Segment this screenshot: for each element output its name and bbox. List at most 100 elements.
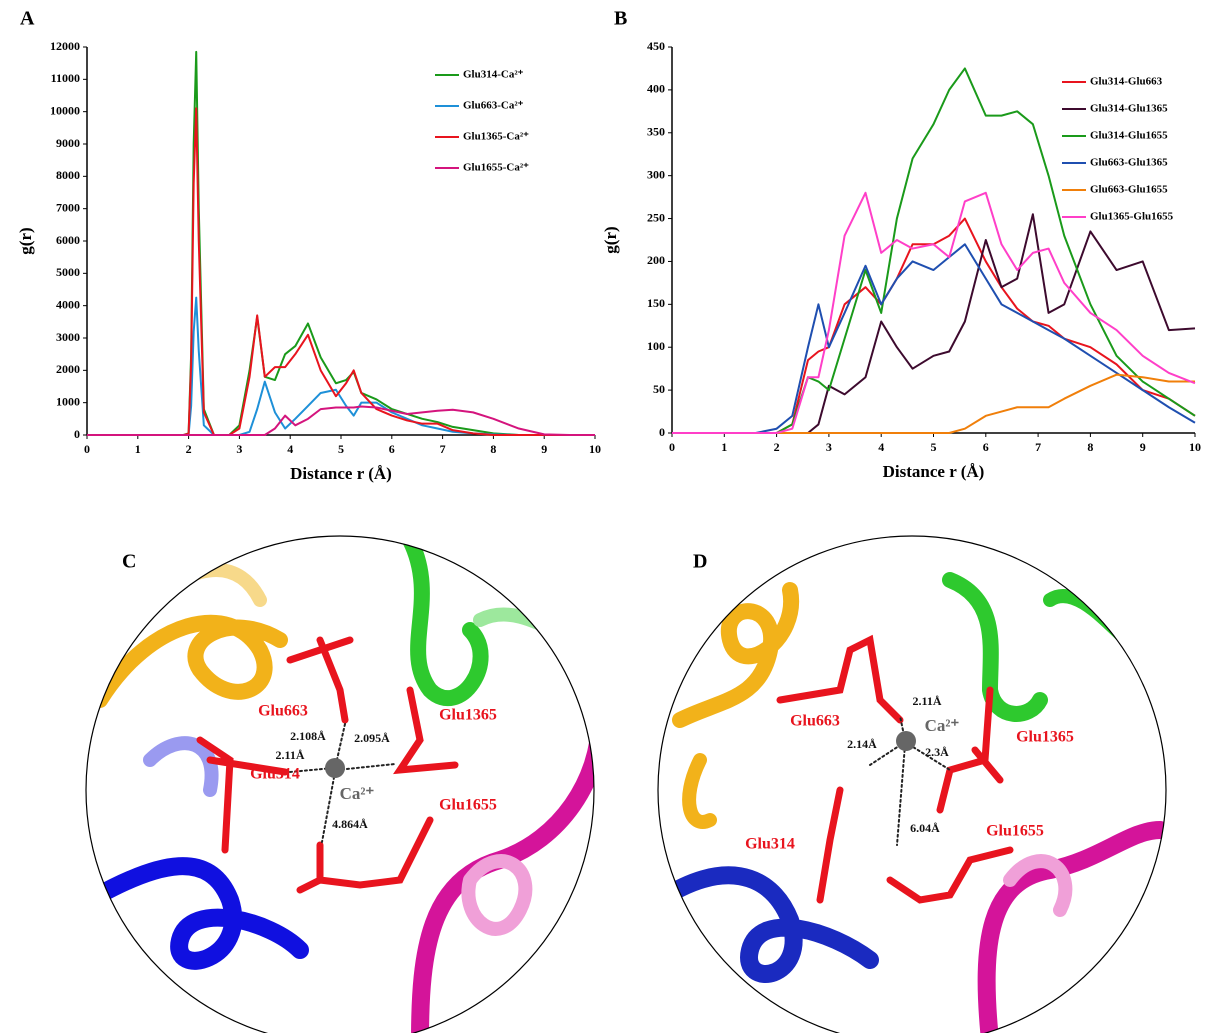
series-line: [672, 243, 1196, 434]
x-tick-label: 6: [983, 440, 989, 454]
x-tick-label: 0: [669, 440, 675, 454]
y-tick-label: 250: [647, 210, 665, 224]
panel-label: A: [20, 8, 35, 30]
residue-label: Glu314: [250, 766, 300, 783]
y-tick-label: 200: [647, 253, 665, 267]
ion-label: Ca²⁺: [340, 784, 375, 803]
residue-label: Glu1365: [1016, 729, 1074, 746]
legend-label: Glu314-Glu1365: [1090, 103, 1168, 115]
y-tick-label: 4000: [56, 297, 80, 311]
residue-label: Glu1655: [439, 797, 497, 814]
y-tick-label: 0: [659, 425, 665, 439]
panel-d: D Glu663 Glu1365 Glu314 Glu1655 2.11Å 2.…: [657, 535, 1167, 1033]
distance-label: 2.11Å: [912, 694, 941, 708]
x-tick-label: 4: [287, 442, 293, 456]
y-tick-label: 10000: [50, 103, 80, 117]
frame: [85, 535, 595, 1033]
x-tick-label: 7: [440, 442, 446, 456]
ion-label: Ca²⁺: [925, 716, 960, 735]
legend-label: Glu314-Ca²⁺: [463, 69, 524, 81]
residue-label: Glu663: [258, 703, 308, 720]
series-line: [672, 373, 1195, 434]
x-tick-label: 3: [826, 440, 832, 454]
x-tick-label: 1: [135, 442, 141, 456]
x-tick-label: 8: [1087, 440, 1093, 454]
series-line: [87, 405, 595, 436]
residue-label: Glu1365: [439, 707, 497, 724]
legend-label: Glu1365-Glu1655: [1090, 211, 1174, 223]
y-tick-label: 11000: [51, 71, 80, 85]
series-line: [87, 50, 595, 436]
x-tick-label: 0: [84, 442, 90, 456]
frame: [657, 535, 1167, 1033]
structure: [658, 572, 1166, 1033]
y-tick-label: 7000: [56, 200, 80, 214]
y-tick-label: 400: [647, 82, 665, 96]
ion-sphere: [896, 731, 916, 751]
y-axis-label: g(r): [16, 227, 35, 254]
distance-label: 2.108Å: [290, 729, 326, 743]
x-tick-label: 8: [490, 442, 496, 456]
distance-label: 2.11Å: [275, 748, 304, 762]
series-line: [87, 107, 595, 436]
x-tick-label: 2: [186, 442, 192, 456]
y-tick-label: 1000: [56, 394, 80, 408]
x-tick-label: 5: [931, 440, 937, 454]
legend-label: Glu314-Glu663: [1090, 76, 1163, 88]
x-tick-label: 2: [774, 440, 780, 454]
distance-label: 2.3Å: [925, 745, 949, 759]
panel-c: C Glu663 Glu1365 Glu314 Glu1655 2.108Å 2…: [85, 535, 595, 1033]
x-tick-label: 4: [878, 440, 884, 454]
distance-label: 2.14Å: [847, 737, 877, 751]
legend-label: Glu1365-Ca²⁺: [463, 131, 529, 143]
residue-label: Glu314: [745, 836, 795, 853]
y-tick-label: 350: [647, 125, 665, 139]
x-axis-label: Distance r (Å): [883, 462, 985, 481]
chart: A010002000300040005000600070008000900010…: [16, 8, 601, 483]
panel-label: B: [614, 8, 627, 30]
y-tick-label: 0: [74, 427, 80, 441]
series-line: [672, 213, 1196, 434]
panel-label: D: [693, 551, 707, 573]
x-tick-label: 9: [1140, 440, 1146, 454]
series-line: [672, 191, 1196, 434]
x-tick-label: 6: [389, 442, 395, 456]
series-line: [672, 67, 1196, 434]
chart: B 0 50 100 150 200 250 300 350 400 450 0 1 2 3 4 5 6 7 8 9 10…: [601, 8, 1201, 481]
legend-label: Glu663-Ca²⁺: [463, 100, 524, 112]
y-tick-label: 100: [647, 339, 665, 353]
x-tick-label: 5: [338, 442, 344, 456]
distance-label: 6.04Å: [910, 821, 940, 835]
residue-label: Glu663: [790, 713, 840, 730]
x-tick-label: 1: [721, 440, 727, 454]
distance-label: 4.864Å: [332, 817, 368, 831]
y-tick-label: 300: [647, 167, 665, 181]
legend-label: Glu663-Glu1365: [1090, 157, 1168, 169]
x-tick-label: 10: [1189, 440, 1201, 454]
ion-sphere: [325, 758, 345, 778]
y-tick-label: 2000: [56, 362, 80, 376]
legend-label: Glu1655-Ca²⁺: [463, 162, 529, 174]
y-tick-label: 12000: [50, 39, 80, 53]
y-tick-label: 6000: [56, 233, 80, 247]
y-tick-label: 50: [653, 382, 665, 396]
x-tick-label: 9: [541, 442, 547, 456]
legend-label: Glu314-Glu1655: [1090, 130, 1168, 142]
legend-label: Glu663-Glu1655: [1090, 184, 1168, 196]
x-axis-label: Distance r (Å): [290, 464, 392, 483]
x-tick-label: 10: [589, 442, 601, 456]
series-line: [672, 217, 1196, 434]
panel-label: C: [122, 551, 136, 573]
y-axis-label: g(r): [601, 226, 620, 253]
distance-label: 2.095Å: [354, 731, 390, 745]
y-tick-label: 5000: [56, 265, 80, 279]
series-line: [87, 296, 595, 436]
y-tick-label: 9000: [56, 136, 80, 150]
residue-label: Glu1655: [986, 823, 1044, 840]
y-tick-label: 450: [647, 39, 665, 53]
structure: [86, 536, 594, 1033]
x-tick-label: 3: [236, 442, 242, 456]
y-tick-label: 3000: [56, 330, 80, 344]
y-tick-label: 150: [647, 296, 665, 310]
